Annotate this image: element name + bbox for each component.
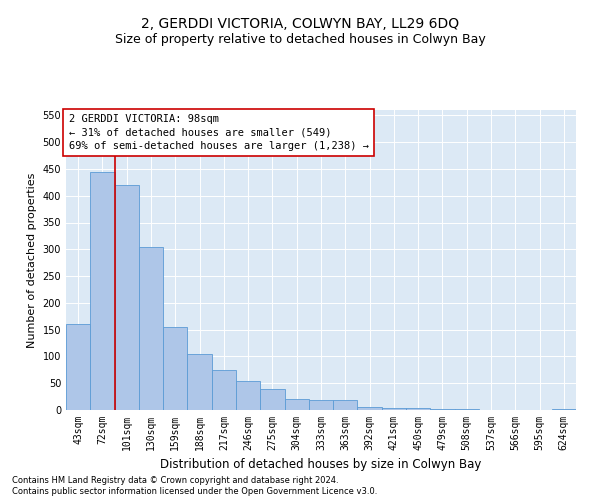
Bar	[139, 246, 163, 410]
Text: Contains HM Land Registry data © Crown copyright and database right 2024.: Contains HM Land Registry data © Crown c…	[12, 476, 338, 485]
Text: Contains public sector information licensed under the Open Government Licence v3: Contains public sector information licen…	[12, 487, 377, 496]
Bar	[358, 408, 382, 410]
Bar	[260, 388, 284, 410]
Bar	[163, 327, 187, 410]
Bar	[187, 354, 212, 410]
Bar	[309, 400, 333, 410]
Bar	[284, 400, 309, 410]
Bar	[115, 185, 139, 410]
Text: 2, GERDDI VICTORIA, COLWYN BAY, LL29 6DQ: 2, GERDDI VICTORIA, COLWYN BAY, LL29 6DQ	[141, 18, 459, 32]
Bar	[90, 172, 115, 410]
Bar	[212, 370, 236, 410]
Y-axis label: Number of detached properties: Number of detached properties	[27, 172, 37, 348]
Text: Size of property relative to detached houses in Colwyn Bay: Size of property relative to detached ho…	[115, 32, 485, 46]
X-axis label: Distribution of detached houses by size in Colwyn Bay: Distribution of detached houses by size …	[160, 458, 482, 471]
Text: 2 GERDDI VICTORIA: 98sqm
← 31% of detached houses are smaller (549)
69% of semi-: 2 GERDDI VICTORIA: 98sqm ← 31% of detach…	[68, 114, 368, 151]
Bar	[333, 400, 358, 410]
Bar	[236, 380, 260, 410]
Bar	[382, 408, 406, 410]
Bar	[406, 408, 430, 410]
Bar	[430, 409, 455, 410]
Bar	[66, 324, 90, 410]
